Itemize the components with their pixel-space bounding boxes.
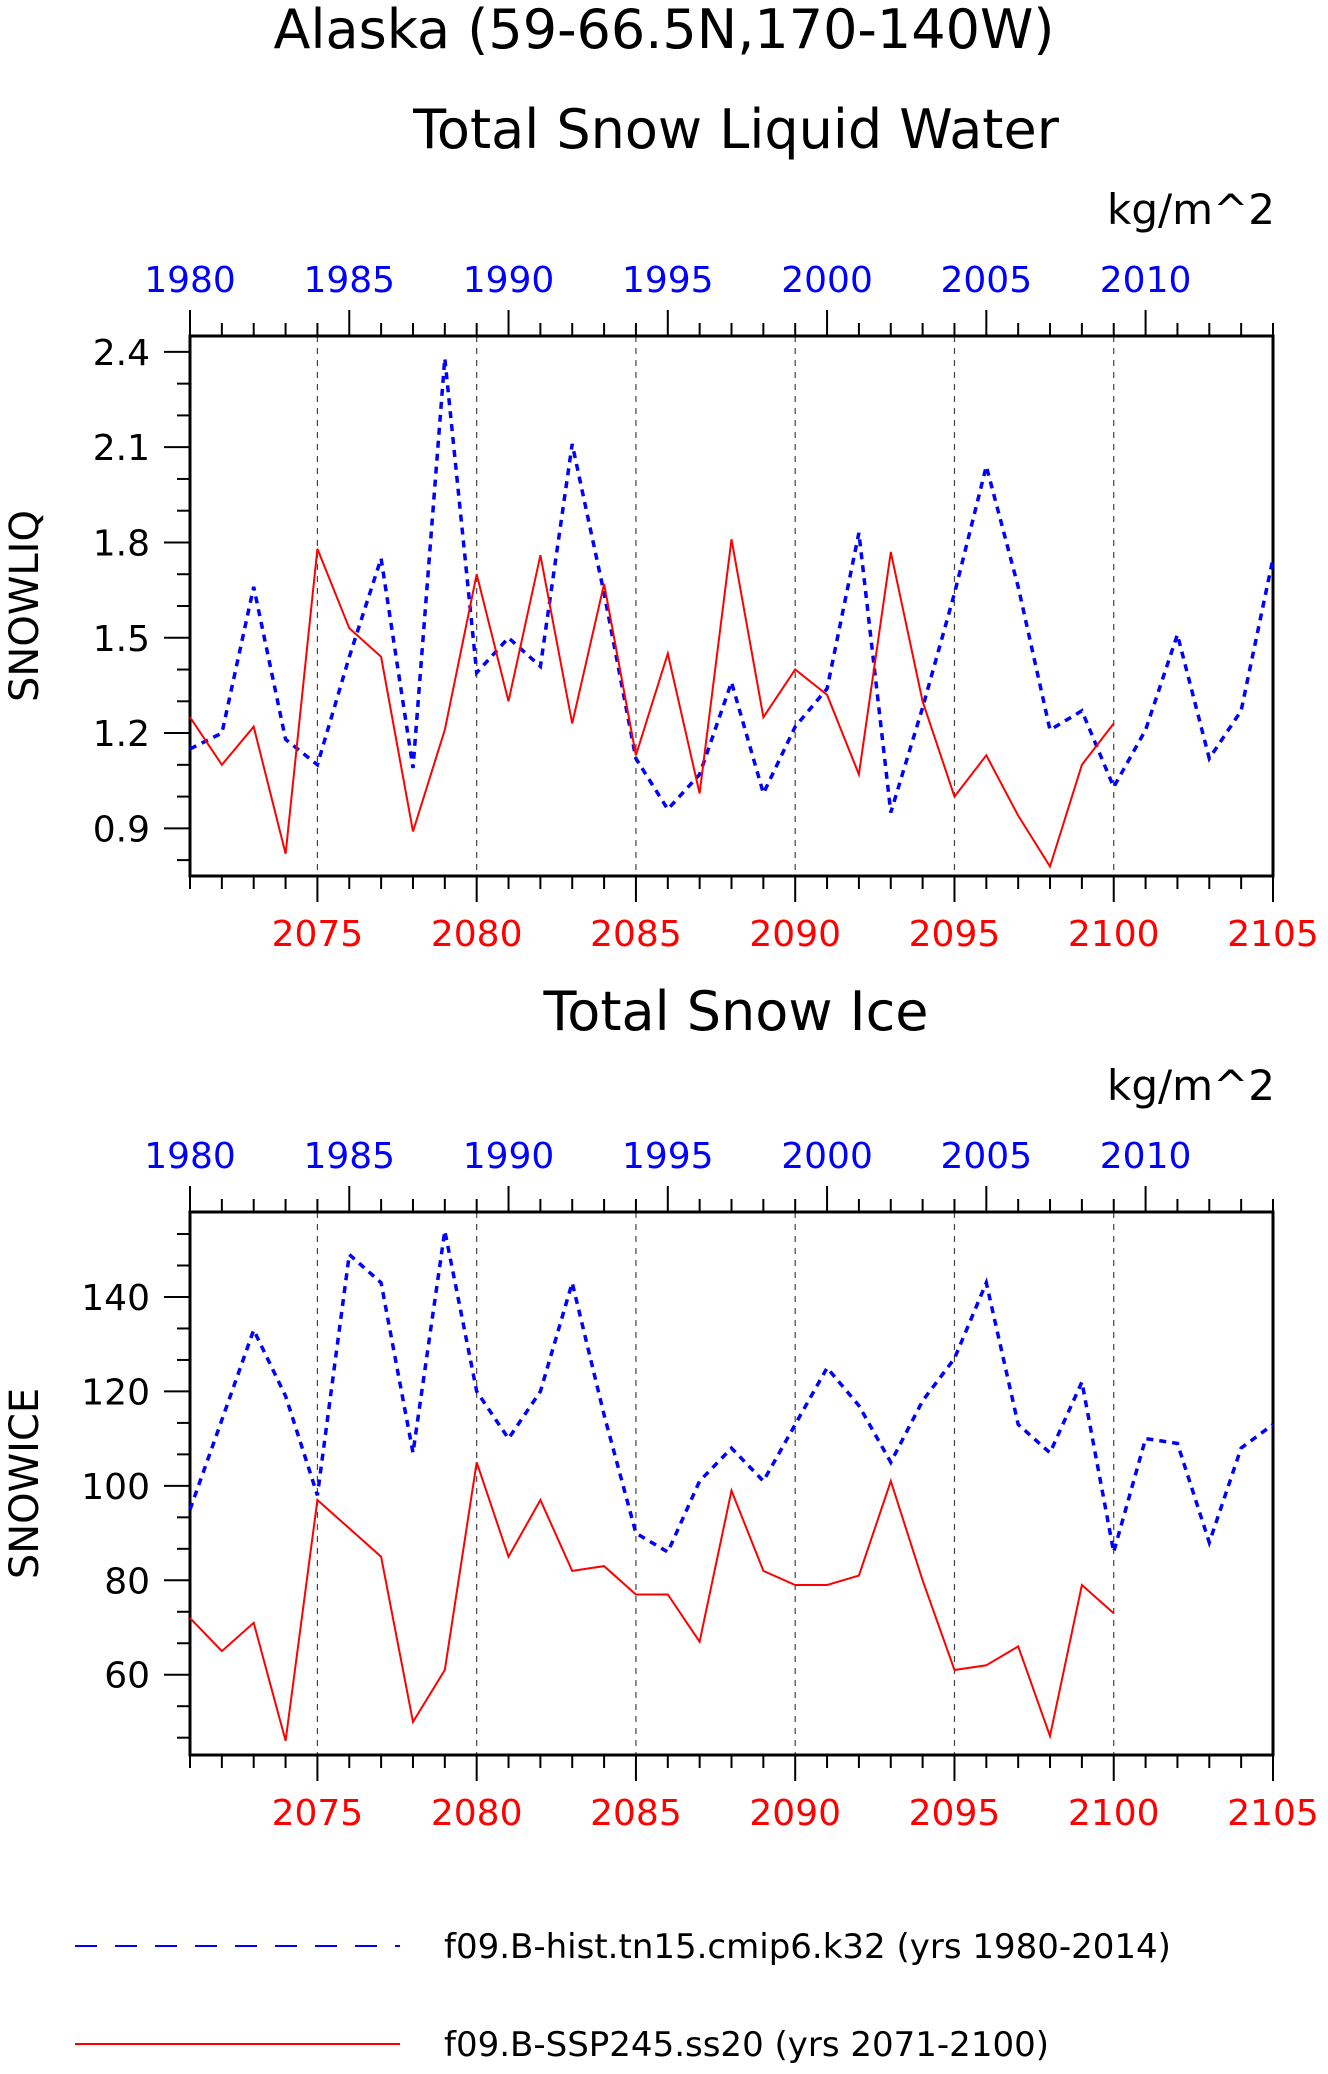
y-axis-label: SNOWLIQ <box>2 510 48 702</box>
legend: f09.B-hist.tn15.cmip6.k32 (yrs 1980-2014… <box>75 1927 1171 2065</box>
y-tick-label: 1.5 <box>93 619 150 660</box>
top-tick-label: 2010 <box>1100 1136 1192 1177</box>
y-tick-label: 100 <box>81 1467 150 1508</box>
bottom-tick-label: 2090 <box>749 1793 841 1834</box>
bottom-tick-label: 2075 <box>272 914 364 955</box>
top-tick-label: 1995 <box>622 1136 714 1177</box>
plot-frame <box>188 1210 1275 1757</box>
top-tick-label: 1990 <box>463 1136 555 1177</box>
bottom-tick-label: 2085 <box>590 914 682 955</box>
series-line-ssp <box>189 1461 1115 1742</box>
y-tick-label: 120 <box>81 1372 150 1413</box>
top-tick-label: 1985 <box>303 260 395 301</box>
bottom-tick-label: 2100 <box>1068 914 1160 955</box>
y-tick-label: 0.9 <box>93 809 150 850</box>
panel-title: Total Snow Ice <box>543 980 929 1043</box>
top-tick-label: 2000 <box>781 1136 873 1177</box>
top-tick-label: 1985 <box>303 1136 395 1177</box>
top-tick-label: 2000 <box>781 260 873 301</box>
bottom-tick-label: 2100 <box>1068 1793 1160 1834</box>
chart-panel-2: Total Snow Ice 1980 1985 1990 1995 2000 2005 20… <box>2 980 1319 1834</box>
bottom-tick-label: 2105 <box>1227 914 1319 955</box>
top-tick-label: 1995 <box>622 260 714 301</box>
y-axis-label: SNOWICE <box>2 1388 48 1579</box>
bottom-tick-label: 2085 <box>590 1793 682 1834</box>
series-line-hist <box>189 358 1275 814</box>
top-tick-label: 1980 <box>144 260 236 301</box>
bottom-tick-label: 2080 <box>431 914 523 955</box>
top-tick-label: 1990 <box>463 260 555 301</box>
top-tick-label: 2005 <box>941 1136 1033 1177</box>
top-tick-label: 1980 <box>144 1136 236 1177</box>
y-tick-label: 1.8 <box>93 523 150 564</box>
bottom-tick-label: 2095 <box>909 914 1001 955</box>
top-tick-label: 2005 <box>941 260 1033 301</box>
top-tick-label: 2010 <box>1100 260 1192 301</box>
y-tick-label: 60 <box>104 1656 150 1697</box>
panel-title: Total Snow Liquid Water <box>412 98 1060 161</box>
legend-ssp-label: f09.B-SSP245.ss20 (yrs 2071-2100) <box>444 2025 1049 2065</box>
bottom-tick-label: 2095 <box>909 1793 1001 1834</box>
y-tick-label: 140 <box>81 1278 150 1319</box>
y-tick-label: 80 <box>104 1561 150 1602</box>
series-line-hist <box>188 1230 1275 1555</box>
figure-title: Alaska (59-66.5N,170-140W) <box>274 0 1055 61</box>
units-label: kg/m^2 <box>1107 1061 1275 1110</box>
plot-frame <box>188 334 1275 878</box>
bottom-tick-label: 2105 <box>1227 1793 1319 1834</box>
y-tick-label: 2.1 <box>93 428 150 469</box>
y-tick-label: 2.4 <box>93 333 150 374</box>
units-label: kg/m^2 <box>1107 185 1275 234</box>
series-line-ssp <box>189 539 1115 869</box>
chart-panel-1: Total Snow Liquid Water 1980 1985 1990 1995 2… <box>2 98 1319 955</box>
bottom-tick-label: 2075 <box>272 1793 364 1834</box>
y-tick-label: 1.2 <box>93 714 150 755</box>
bottom-tick-label: 2090 <box>749 914 841 955</box>
bottom-tick-label: 2080 <box>431 1793 523 1834</box>
legend-hist-label: f09.B-hist.tn15.cmip6.k32 (yrs 1980-2014… <box>444 1927 1171 1967</box>
